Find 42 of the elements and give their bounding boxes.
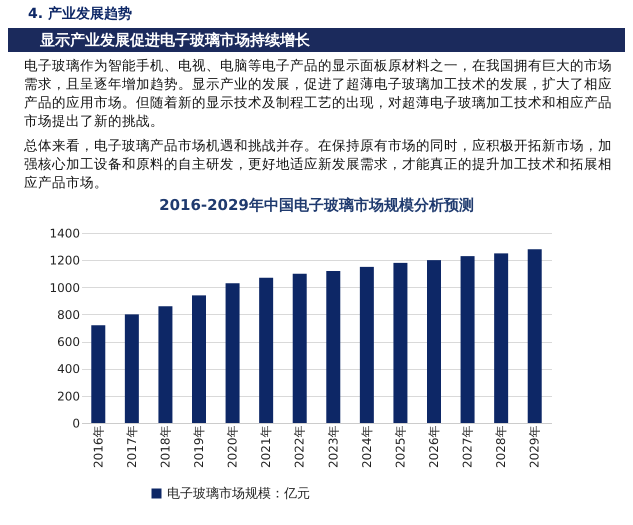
- x-tick-label: 2018年: [158, 426, 172, 468]
- bar: [192, 295, 206, 423]
- bar: [226, 283, 240, 423]
- x-tick-label: 2025年: [393, 426, 408, 468]
- bar: [158, 306, 172, 423]
- bar: [494, 253, 508, 423]
- x-tick-label: 2022年: [292, 426, 307, 468]
- y-tick-label: 1200: [49, 254, 80, 268]
- x-tick-label: 2024年: [360, 426, 374, 468]
- chart-title: 2016-2029年中国电子玻璃市场规模分析预测: [159, 196, 474, 214]
- bar: [326, 271, 340, 423]
- bar: [360, 266, 374, 423]
- x-tick-label: 2029年: [528, 426, 542, 468]
- y-tick-label: 600: [57, 335, 80, 350]
- bar: [91, 325, 106, 423]
- bar: [292, 274, 307, 423]
- x-tick-label: 2020年: [226, 426, 240, 468]
- text: 总体来看，电子玻璃产品市场机遇和挑战并存。在保持原有市场的同时，应积极开拓新市场，加强核心加工设备和原料的自主研发，更好地适应新发展需求，才能真正的提升加工技术和拓展相应产品市场。: [23, 138, 612, 191]
- bar: [427, 260, 441, 423]
- x-tick-label: 2019年: [192, 426, 206, 468]
- x-tick-label: 2026年: [427, 426, 441, 468]
- x-tick-label: 2027年: [460, 426, 475, 468]
- y-tick-label: 0: [72, 416, 80, 430]
- y-tick-label: 200: [57, 389, 80, 404]
- y-tick-label: 400: [57, 362, 80, 376]
- x-tick-label: 2021年: [259, 426, 274, 468]
- text: 4. 产业发展趋势: [28, 5, 132, 22]
- text: 显示产业发展促进电子玻璃市场持续增长: [39, 31, 311, 49]
- x-tick-label: 2028年: [494, 426, 508, 468]
- x-tick-label: 2017年: [124, 426, 139, 468]
- x-tick-label: 2023年: [326, 426, 340, 468]
- bar: [259, 278, 274, 423]
- bar: [528, 249, 542, 423]
- bar: [124, 314, 139, 423]
- bar: [460, 256, 475, 423]
- y-tick-label: 800: [57, 308, 80, 322]
- y-tick-label: 1000: [49, 280, 80, 295]
- y-tick-label: 1400: [49, 226, 80, 240]
- bar: [393, 262, 408, 423]
- legend-label: 电子玻璃市场规模：亿元: [167, 486, 310, 502]
- text: 电子玻璃作为智能手机、电视、电脑等电子产品的显示面板原材料之一，在我国拥有巨大的市场需求，且呈逐年增加趋势。显示产业的发展，促进了超薄电子玻璃加工技术的发展，扩大了相应产品的应用市场。但随着新的显示技术及制程工艺的出现，对超薄电子玻璃加工技术和相应产品市场提出了新的挑战。: [24, 58, 612, 130]
- x-tick-label: 2016年: [91, 426, 106, 468]
